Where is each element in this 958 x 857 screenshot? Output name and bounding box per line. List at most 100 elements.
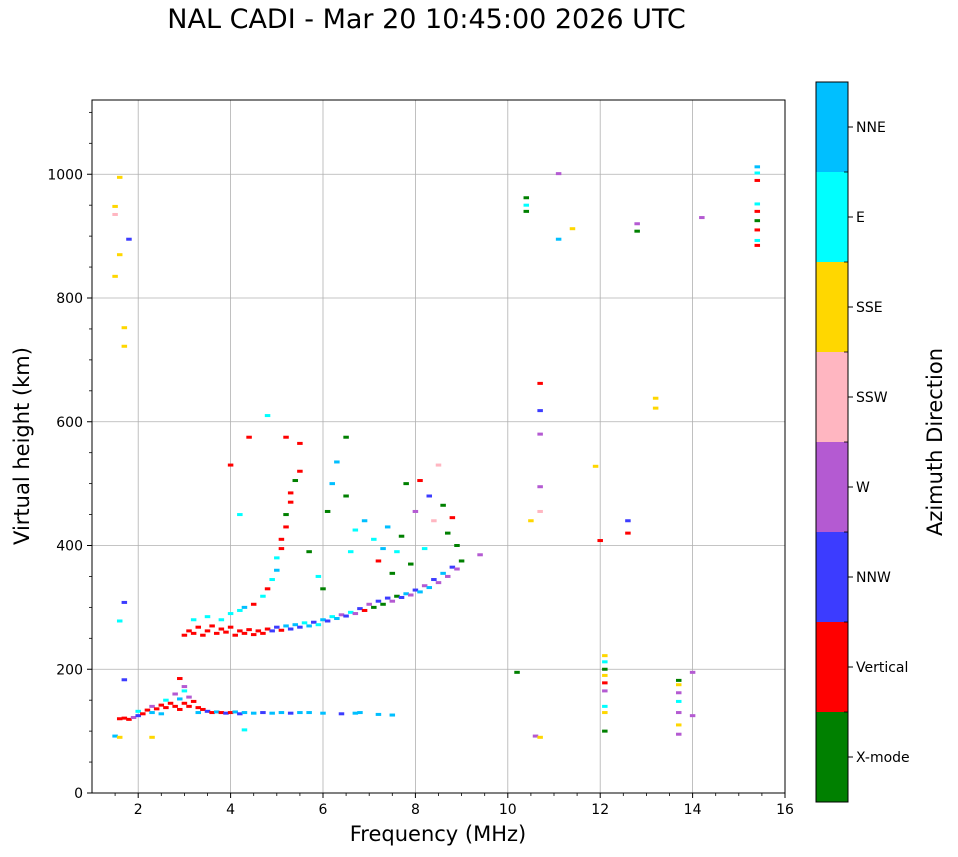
echo-point	[177, 697, 183, 701]
echo-point	[227, 711, 234, 715]
echo-point	[195, 711, 202, 715]
echo-point	[241, 631, 248, 635]
echo-point	[528, 519, 534, 523]
echo-point	[250, 711, 257, 715]
echo-point	[435, 581, 442, 585]
echo-point	[144, 708, 151, 712]
echo-point	[754, 243, 761, 247]
plot-frame	[91, 99, 786, 794]
colorbar-segment	[816, 262, 848, 352]
echo-point	[172, 692, 178, 696]
echo-point	[569, 227, 576, 231]
y-tick-label: 200	[56, 662, 83, 678]
echo-point	[357, 711, 363, 715]
echo-point	[555, 237, 562, 241]
echo-point	[241, 728, 248, 732]
echo-point	[754, 238, 761, 242]
echo-point	[241, 711, 248, 715]
echo-point	[343, 614, 349, 618]
echo-point	[237, 629, 243, 633]
echo-point	[431, 519, 437, 523]
echo-point	[602, 660, 608, 664]
echo-point	[177, 677, 183, 681]
echo-point	[375, 712, 382, 716]
echo-point	[237, 608, 243, 612]
echo-point	[283, 435, 289, 439]
echo-point	[264, 627, 271, 631]
echo-point	[421, 584, 428, 588]
echo-point	[195, 706, 202, 710]
echo-point	[398, 595, 405, 599]
echo-point	[311, 620, 317, 624]
echo-point	[523, 203, 530, 207]
chart-title: NAL CADI - Mar 20 10:45:00 2026 UTC	[167, 4, 686, 35]
echo-point	[334, 460, 340, 464]
axis-ticks: 2 4 6 8 10 12 14 16 0 200 400 600 800 1000	[47, 111, 794, 818]
echo-point	[301, 621, 308, 625]
echo-point	[213, 631, 220, 635]
x-tick-label: 12	[591, 802, 609, 818]
echo-point	[172, 704, 178, 708]
echo-point	[190, 618, 197, 622]
echo-point	[689, 714, 696, 718]
echo-point	[352, 528, 359, 532]
colorbar-tick-label: SSW	[856, 390, 888, 406]
echo-point	[269, 711, 275, 715]
echo-point	[163, 698, 169, 702]
echo-point	[597, 539, 603, 543]
echo-point	[246, 628, 252, 632]
echo-point	[177, 707, 183, 711]
colorbar-segment	[816, 622, 848, 712]
echo-point	[241, 605, 248, 609]
echo-point	[297, 625, 303, 629]
echo-point	[634, 222, 640, 226]
echo-point	[754, 209, 761, 213]
colorbar-tick-label: NNW	[856, 570, 891, 586]
echo-point	[384, 596, 391, 600]
echo-point	[246, 435, 252, 439]
echo-point	[283, 513, 289, 517]
x-tick-label: 4	[226, 802, 235, 818]
echo-point	[223, 630, 229, 634]
echo-point	[167, 701, 174, 705]
x-tick-label: 16	[776, 802, 794, 818]
echo-point	[371, 605, 377, 609]
echo-point	[426, 494, 433, 498]
echo-point	[426, 586, 433, 590]
echo-point	[352, 612, 359, 616]
echo-point	[209, 711, 215, 715]
echo-point	[634, 229, 640, 233]
echo-point	[454, 567, 460, 571]
colorbar-segment	[816, 712, 848, 802]
echo-point	[361, 519, 368, 523]
echo-point	[523, 209, 530, 213]
echo-point	[675, 691, 682, 695]
echo-point	[449, 516, 456, 520]
echo-point	[320, 618, 326, 622]
echo-point	[140, 712, 146, 716]
echo-point	[260, 594, 266, 598]
echo-point	[375, 559, 382, 563]
echo-point	[274, 556, 280, 560]
echo-point	[190, 631, 197, 635]
echo-point	[306, 624, 312, 628]
echo-point	[181, 685, 188, 689]
echo-point	[602, 729, 608, 733]
echo-point	[537, 381, 543, 385]
colorbar-segment	[816, 172, 848, 262]
echo-point	[602, 673, 608, 677]
echo-point	[375, 599, 382, 603]
echo-point	[347, 610, 354, 614]
echo-point	[126, 237, 132, 241]
echo-point	[555, 172, 562, 176]
echo-point	[204, 709, 211, 713]
echo-point	[366, 602, 372, 606]
echo-point	[306, 550, 312, 554]
echo-point	[135, 709, 141, 713]
colorbar-tick-label: SSE	[856, 300, 883, 316]
echo-point	[431, 578, 437, 582]
echo-point	[218, 618, 225, 622]
echo-point	[223, 711, 229, 715]
echo-point	[287, 500, 294, 504]
echo-point	[315, 574, 322, 578]
